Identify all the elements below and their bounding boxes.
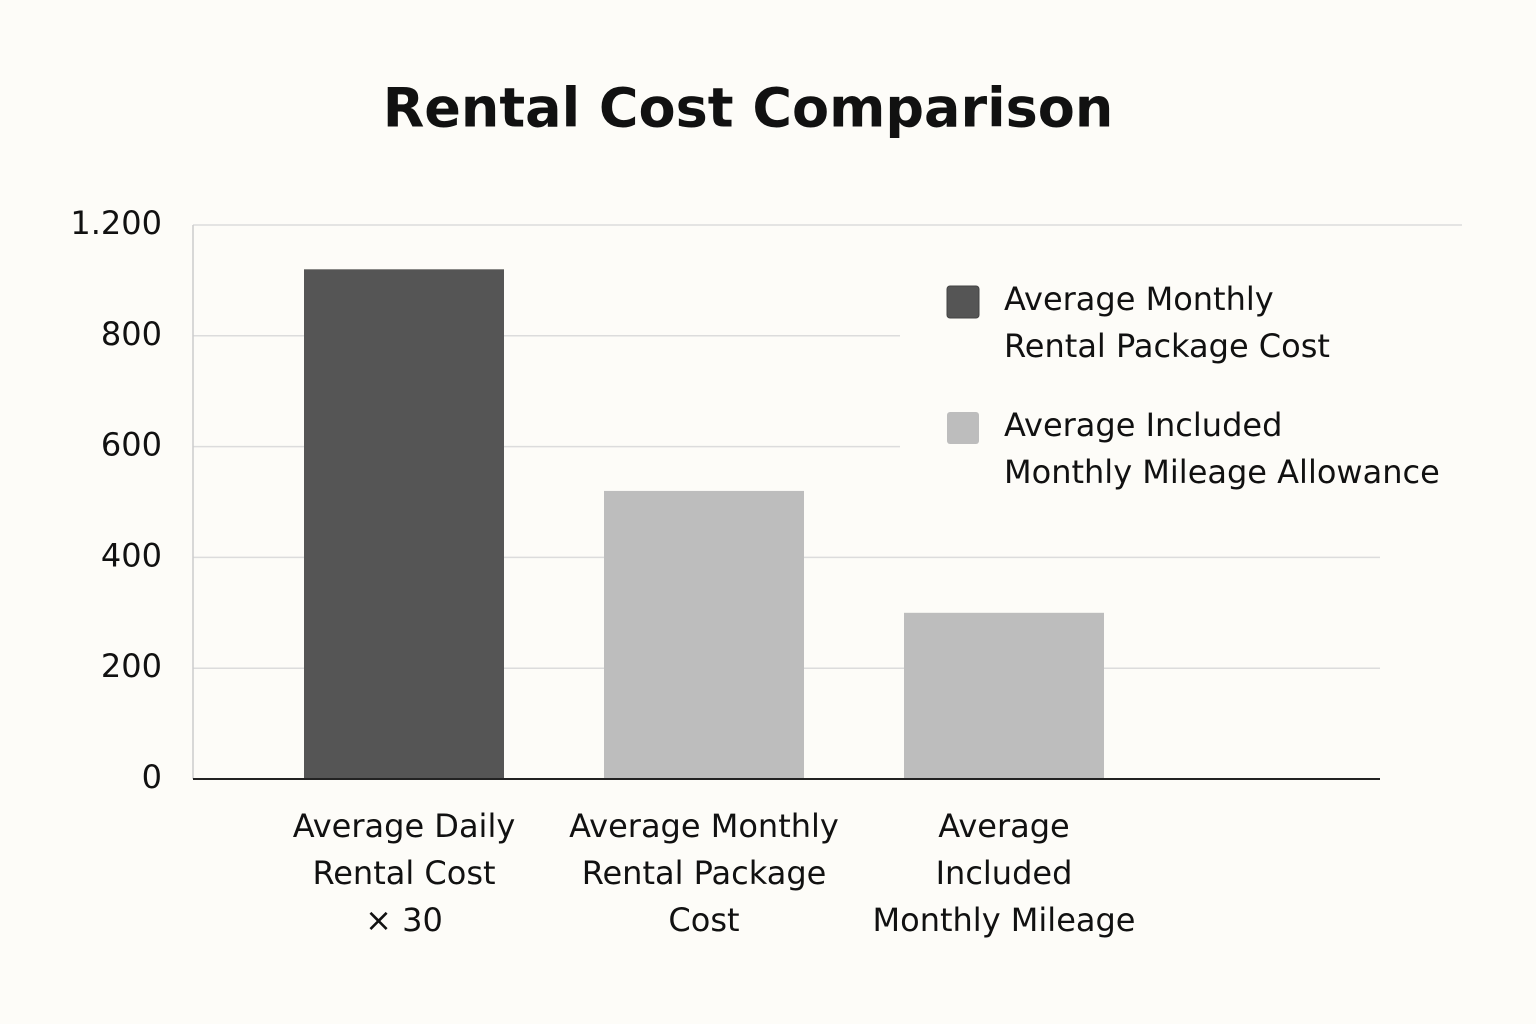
y-tick-label: 400 [101,536,162,574]
y-tick-label: 800 [101,315,162,353]
y-tick-label: 1.200 [70,204,162,242]
x-tick-label: Rental Cost [312,854,495,892]
legend-background [900,270,1460,500]
y-tick-label: 600 [101,426,162,464]
legend-label: Average Included [1004,406,1282,444]
x-tick-label: Average Monthly [569,807,839,845]
x-tick-label: Monthly Mileage [873,901,1136,939]
bar [604,490,804,779]
x-tick-label: Average Daily [293,807,516,845]
x-tick-label: Included [936,854,1073,892]
y-tick-label: 0 [142,758,162,796]
legend-label: Average Monthly [1004,280,1274,318]
chart-title: Rental Cost Comparison [383,77,1114,140]
bar [904,612,1104,779]
x-tick-label: × 30 [365,901,443,939]
x-tick-label: Average [938,807,1069,845]
legend-swatch [947,412,979,444]
legend-swatch [946,285,980,319]
bar [304,269,504,779]
x-tick-label: Rental Package [582,854,827,892]
y-tick-label: 200 [101,647,162,685]
x-tick-label: Cost [668,901,739,939]
legend-label: Rental Package Cost [1004,327,1330,365]
legend-label: Monthly Mileage Allowance [1004,453,1440,491]
